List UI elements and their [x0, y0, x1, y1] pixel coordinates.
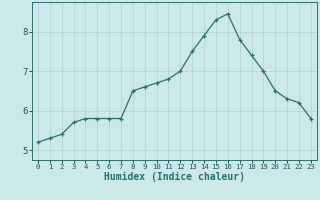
X-axis label: Humidex (Indice chaleur): Humidex (Indice chaleur)	[104, 172, 245, 182]
